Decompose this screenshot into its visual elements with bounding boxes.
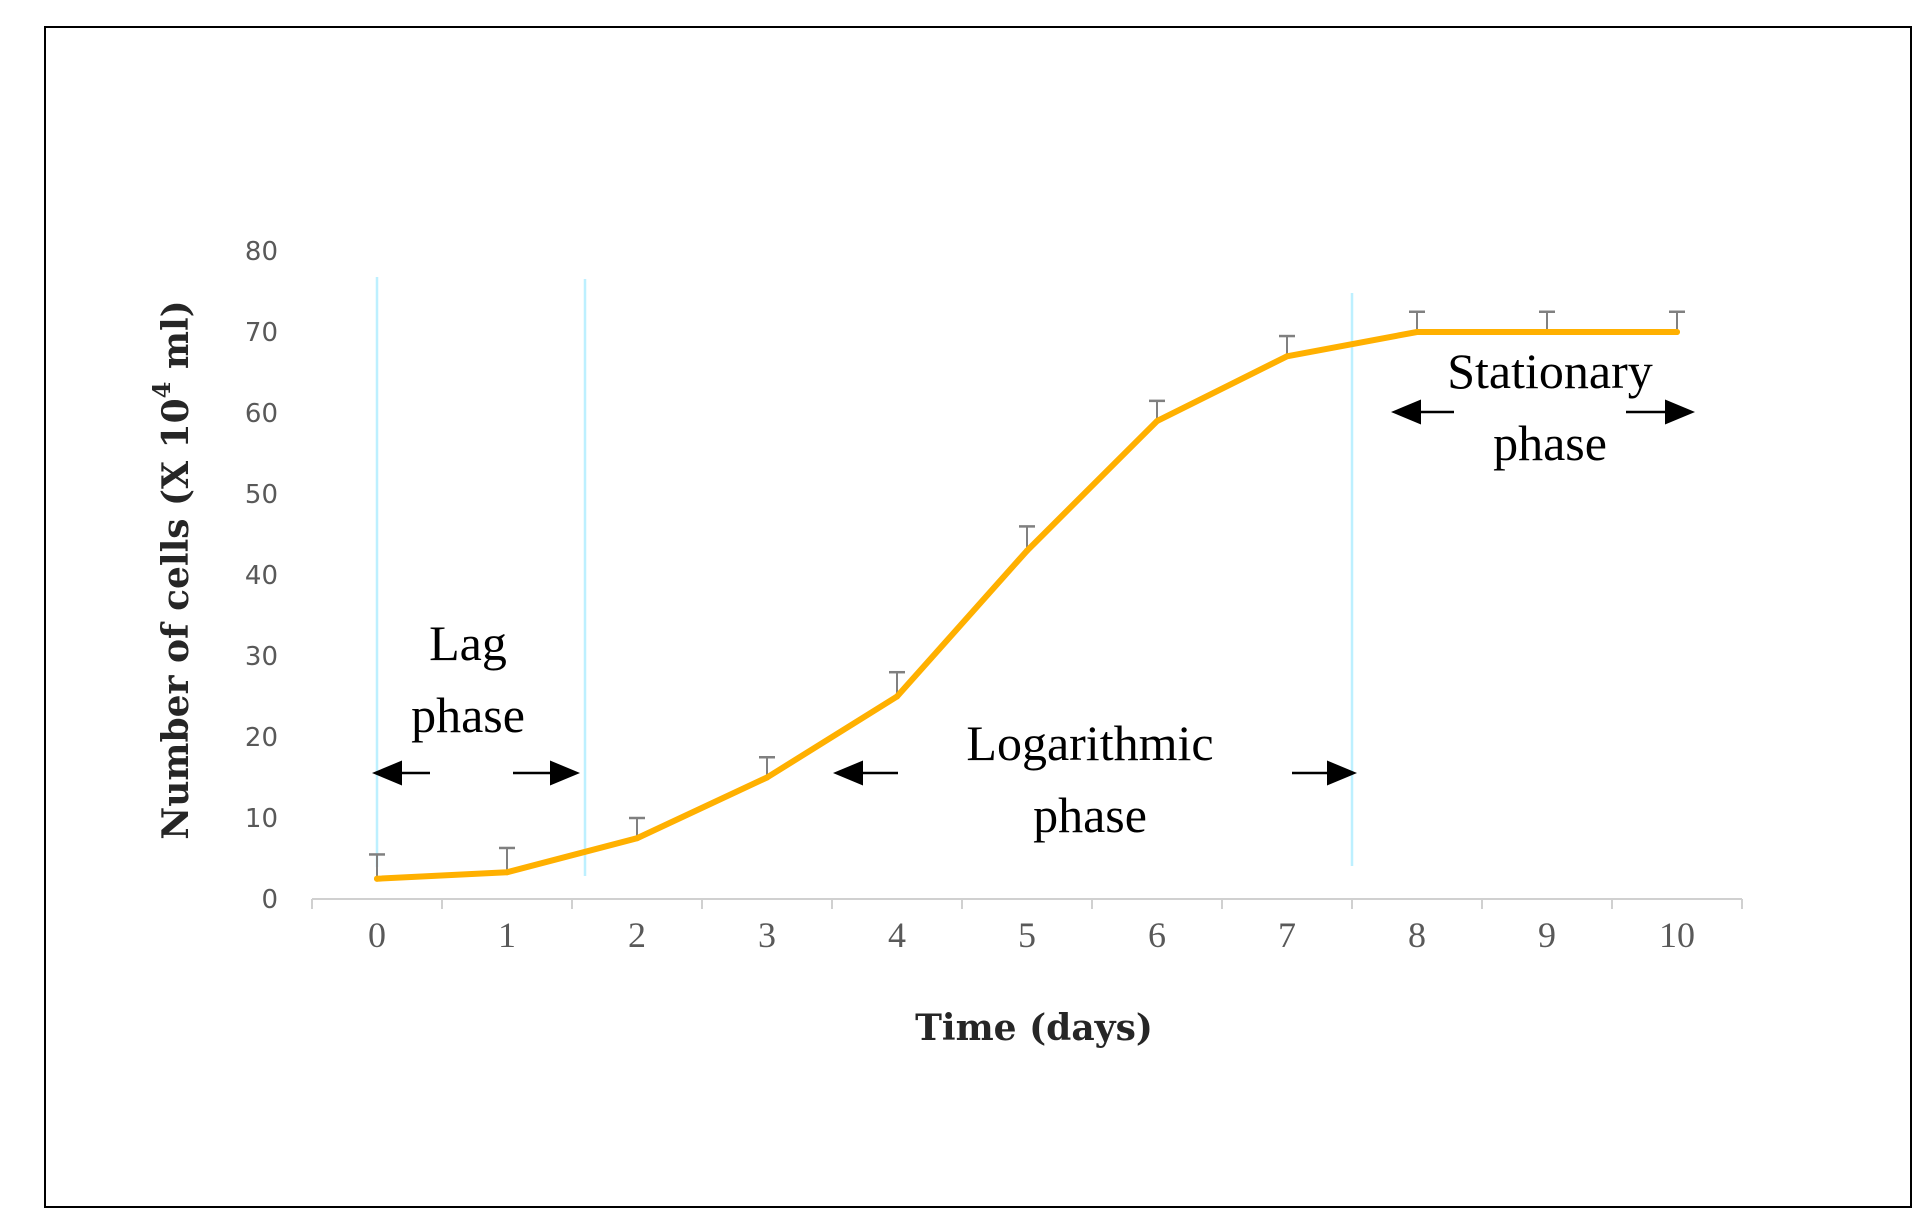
y-axis-title: Number of cells (X 104 ml) (147, 300, 197, 839)
x-tick-label: 9 (1538, 915, 1556, 955)
x-tick-label: 8 (1408, 915, 1426, 955)
x-tick-label: 5 (1018, 915, 1036, 955)
y-axis-title-superscript: 4 (147, 382, 176, 399)
chart-frame (44, 26, 1912, 1208)
data-point (894, 693, 900, 700)
phase-label-log: Logarithmic (966, 715, 1213, 771)
y-tick-label: 70 (245, 318, 278, 348)
x-tick-label: 10 (1659, 915, 1695, 955)
x-axis-title: Time (days) (915, 1007, 1153, 1049)
data-point (374, 875, 380, 882)
x-tick-label: 6 (1148, 915, 1166, 955)
data-point (1024, 547, 1030, 554)
phase-label-lag: Lag (429, 615, 507, 671)
x-tick-label: 3 (758, 915, 776, 955)
y-axis-title-main: Number of cells (X 10 (155, 398, 197, 839)
phase-label-stationary: phase (1493, 415, 1607, 471)
x-tick-label: 7 (1278, 915, 1296, 955)
data-point (1544, 329, 1550, 335)
y-tick-label: 30 (245, 642, 278, 672)
y-tick-label: 40 (245, 561, 278, 591)
data-point (634, 835, 640, 842)
y-tick-label: 60 (245, 399, 278, 429)
data-point (1674, 329, 1680, 335)
x-tick-label: 4 (888, 915, 906, 955)
y-axis-title-suffix: ml) (155, 300, 197, 381)
x-tick-label: 1 (498, 915, 516, 955)
y-tick-label: 0 (261, 885, 278, 915)
phase-label-log: phase (1033, 787, 1147, 843)
data-point (1154, 418, 1160, 425)
data-point (504, 869, 510, 876)
data-point (1414, 329, 1420, 335)
x-tick-label: 2 (628, 915, 646, 955)
phase-label-lag: phase (411, 687, 525, 743)
y-tick-label: 10 (245, 804, 278, 834)
x-tick-label: 0 (368, 915, 386, 955)
y-tick-label: 20 (245, 723, 278, 753)
series-line (374, 329, 1680, 882)
data-point (1284, 353, 1290, 360)
data-point (764, 774, 770, 781)
y-tick-label: 50 (245, 480, 278, 510)
y-tick-label: 80 (245, 237, 278, 267)
phase-label-stationary: Stationary (1447, 343, 1653, 399)
